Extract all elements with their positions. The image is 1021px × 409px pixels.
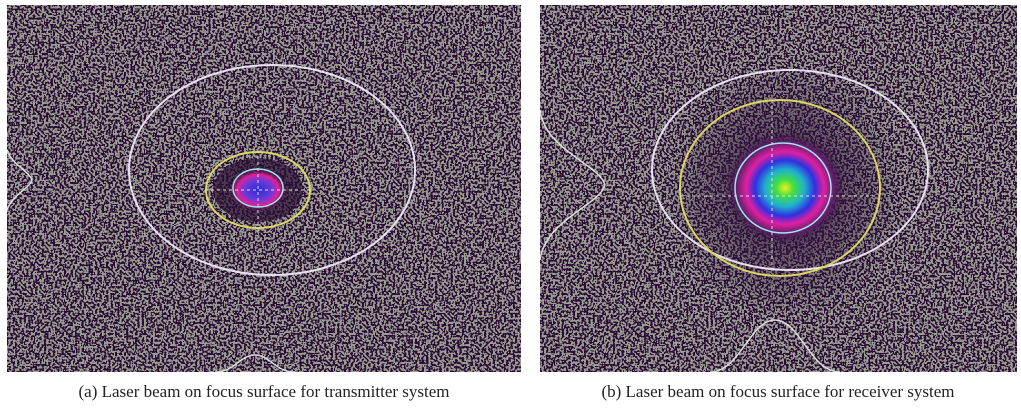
- caption: (a) Laser beam on focus surface for tran…: [78, 382, 449, 401]
- caption: (b) Laser beam on focus surface for rece…: [601, 382, 954, 401]
- figure: (a) Laser beam on focus surface for tran…: [0, 0, 1021, 409]
- page: (a) Laser beam on focus surface for tran…: [0, 0, 1021, 409]
- beam-image-b: [540, 5, 1017, 372]
- beam-image-a: [7, 5, 521, 372]
